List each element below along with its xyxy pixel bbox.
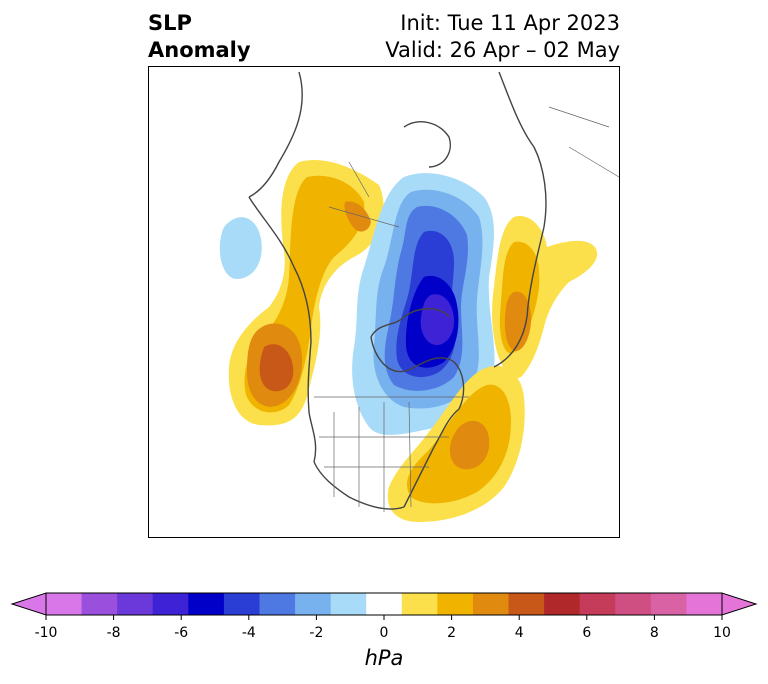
positive-anomaly-atlantic-3 [449,420,490,470]
colorbar-swatch [188,593,225,615]
colorbar-swatch [46,593,83,615]
colorbar-tick-label: -4 [241,625,256,641]
colorbar-unit-label: hPa [364,646,404,670]
colorbar-tick-label: 10 [713,625,731,641]
coastlines [248,71,547,510]
title-left: SLP Anomaly [148,10,251,64]
colorbar-tick-label: -2 [309,625,324,641]
colorbar-swatch [152,593,189,615]
colorbar-swatch [330,593,367,615]
valid-range: Valid: 26 Apr – 02 May [385,38,620,62]
negative-anomaly-bering [219,217,262,279]
colorbar-tick-label: 8 [649,625,659,641]
positive-anomaly-pacific-core [259,344,294,392]
colorbar-tick-label: 2 [447,625,457,641]
colorbar-swatch [472,593,510,615]
colorbar-swatch [117,593,154,615]
colorbar-tick-label: 4 [514,625,524,641]
colorbar-tick-label: 6 [582,625,592,641]
map-panel [148,66,620,538]
positive-anomaly-canada-3 [344,201,371,232]
political-borders [314,106,619,512]
colorbar-swatch [650,593,687,615]
colorbar-swatch [401,593,438,615]
colorbar-tick-label: -10 [34,625,58,641]
colorbar-swatch [295,593,332,615]
title-variable: SLP [148,11,192,35]
positive-anomaly-greenland-3 [504,291,531,352]
colorbar [10,592,758,620]
init-date: Init: Tue 11 Apr 2023 [400,11,620,35]
colorbar-extend-high [721,592,758,616]
colorbar-tick-label: -6 [174,625,189,641]
colorbar-tick-label: 0 [379,625,389,641]
title-right: Init: Tue 11 Apr 2023 Valid: 26 Apr – 02… [385,10,620,64]
colorbar-swatch [259,593,296,615]
anomaly-map [219,71,619,522]
colorbar-swatch [81,593,118,615]
colorbar-swatch [686,593,723,615]
colorbar-tick-label: -8 [106,625,121,641]
colorbar-swatch [544,593,581,615]
colorbar-extend-low [10,592,47,616]
colorbar-swatch [437,593,474,615]
title-variable-type: Anomaly [148,38,251,62]
colorbar-swatch [366,593,403,615]
negative-anomaly-core [420,294,455,345]
colorbar-swatch [508,593,545,615]
colorbar-swatch [223,593,260,615]
colorbar-swatch [579,593,616,615]
colorbar-swatch [615,593,652,615]
